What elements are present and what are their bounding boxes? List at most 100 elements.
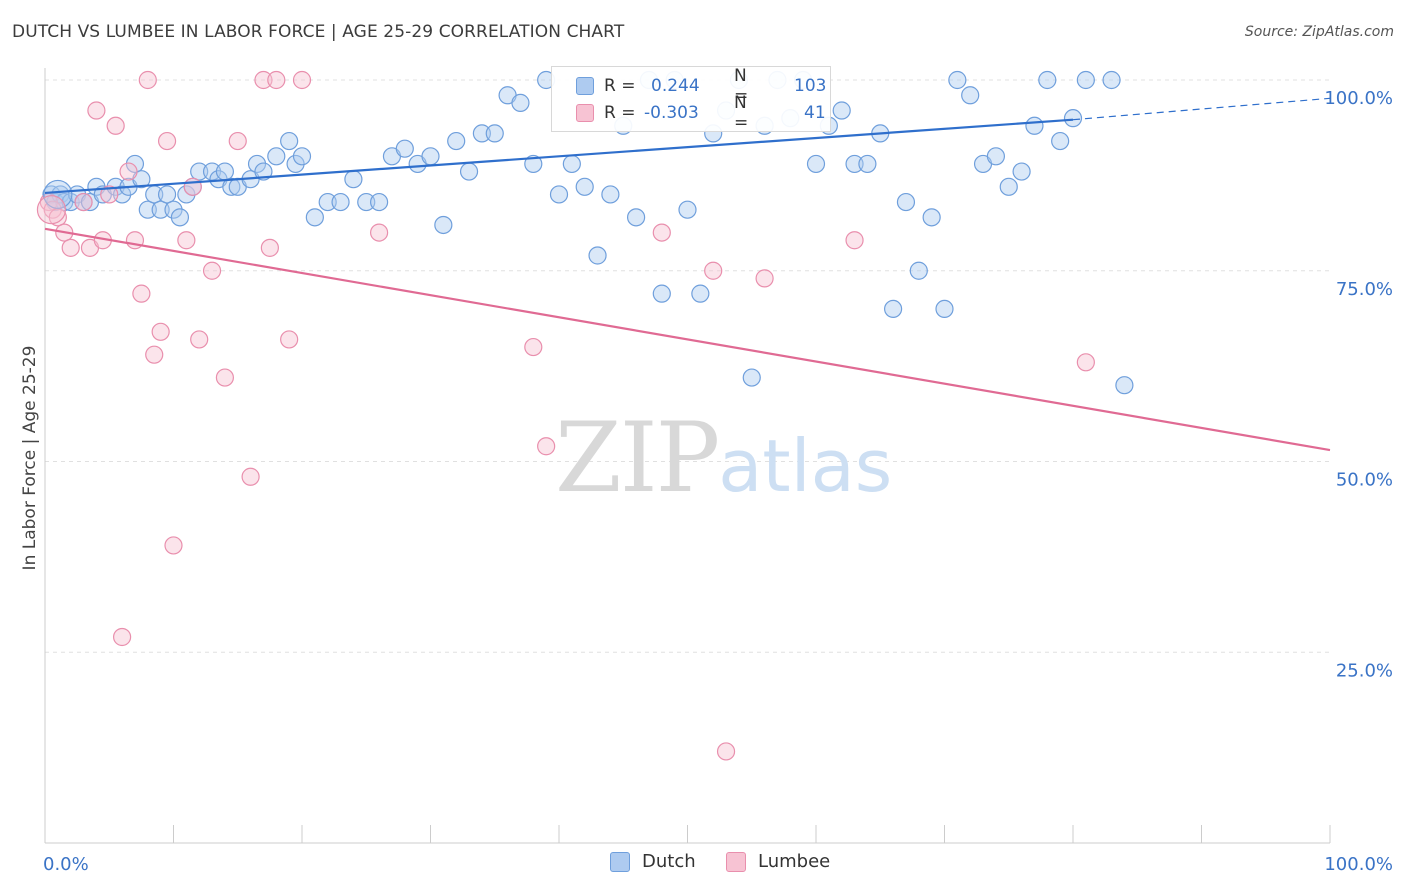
dutch-point: [1076, 70, 1095, 90]
watermark: ZIPatlas: [555, 402, 892, 514]
lumbee-point: [292, 70, 312, 90]
dutch-point: [331, 192, 350, 212]
dutch-point: [472, 124, 491, 143]
dutch-point: [125, 154, 145, 174]
lumbee-point: [260, 238, 279, 257]
lumbee-swatch: [576, 104, 594, 122]
dutch-point: [1051, 131, 1070, 151]
dutch-point: [247, 154, 267, 174]
dutch-point: [524, 154, 543, 174]
lumbee-point: [254, 70, 273, 90]
lumbee-point: [845, 231, 864, 250]
y-tick-label: 50.0%: [1336, 470, 1393, 491]
chart-title: DUTCH VS LUMBEE IN LABOR FORCE | AGE 25-…: [12, 22, 625, 42]
dutch-point: [1102, 70, 1121, 90]
dutch-point: [678, 200, 697, 219]
dutch-point: [1038, 70, 1057, 90]
dutch-point: [267, 147, 286, 166]
dutch-point: [421, 147, 440, 166]
dutch-point: [215, 162, 234, 181]
lumbee-point: [280, 330, 299, 349]
label-layer: 25.0% 50.0% 75.0% 100.0% 0.0% 100.0% In Labor …: [20, 88, 1393, 875]
dutch-point: [922, 208, 941, 227]
lumbee-point: [61, 238, 80, 257]
legend-item-lumbee[interactable]: Lumbee: [726, 851, 830, 872]
lumbee-point: [190, 330, 209, 349]
dutch-point: [691, 284, 710, 303]
lumbee-point: [370, 223, 389, 242]
legend-label-dutch: Dutch: [642, 851, 696, 872]
dutch-point: [177, 185, 196, 204]
lumbee-point: [202, 261, 222, 280]
stats-row-dutch: R = 0.244 N = 103: [576, 66, 826, 106]
dutch-point: [549, 185, 569, 204]
dutch-trend-extension: [1072, 97, 1331, 121]
dutch-point: [280, 131, 299, 151]
dutch-point: [447, 131, 466, 151]
dutch-point: [395, 139, 414, 158]
dutch-point: [1063, 109, 1083, 128]
dutch-point: [151, 200, 170, 219]
dutch-point: [883, 299, 903, 318]
lumbee-point: [704, 261, 723, 280]
dutch-point: [1115, 376, 1134, 395]
lumbee-point: [716, 742, 736, 761]
dutch-point: [986, 147, 1006, 166]
dutch-point: [170, 208, 190, 227]
dutch-legend-swatch: [610, 851, 630, 872]
lumbee-point: [215, 368, 234, 387]
legend-item-dutch[interactable]: Dutch: [610, 851, 696, 872]
dutch-point: [286, 154, 305, 174]
dutch-point: [370, 192, 389, 212]
dutch-point: [485, 124, 504, 143]
dutch-point: [806, 154, 826, 174]
lumbee-point: [151, 322, 170, 341]
dutch-point: [222, 177, 241, 196]
lumbee-point: [241, 467, 260, 486]
dutch-point: [742, 368, 761, 387]
y-tick-label: 100.0%: [1324, 88, 1393, 109]
dutch-point: [305, 208, 324, 227]
lumbee-point: [228, 131, 247, 151]
y-tick-label: 25.0%: [1336, 660, 1393, 681]
dutch-point: [459, 162, 479, 181]
stats-row-lumbee: R = -0.303 N = 41: [576, 93, 826, 133]
dutch-point: [1025, 116, 1044, 135]
dutch-point: [652, 284, 671, 303]
dutch-point: [190, 162, 209, 181]
lumbee-point: [106, 116, 125, 135]
dutch-point: [292, 147, 312, 166]
lumbee-point: [132, 284, 151, 303]
legend-label-lumbee: Lumbee: [758, 851, 831, 872]
dutch-point: [254, 162, 273, 181]
dutch-point: [909, 261, 928, 280]
lumbee-point: [87, 101, 106, 120]
dutch-point: [562, 154, 581, 174]
dutch-point: [112, 185, 132, 204]
dutch-point: [61, 192, 80, 212]
points-layer: [36, 70, 1134, 761]
lumbee-point: [1076, 353, 1095, 372]
dutch-point: [601, 185, 620, 204]
x-tick-label: 100.0%: [1324, 854, 1393, 875]
dutch-trend-line: [44, 118, 1074, 195]
lumbee-point: [36, 195, 67, 225]
source-label: Source: ZipAtlas.com: [1244, 24, 1394, 40]
dutch-point: [511, 93, 530, 112]
dutch-point: [434, 215, 453, 235]
lumbee-point: [537, 437, 556, 456]
dutch-point: [588, 246, 607, 265]
lumbee-point: [157, 131, 177, 151]
lumbee-legend-swatch: [726, 851, 746, 872]
dutch-point: [948, 70, 967, 90]
dutch-point: [961, 86, 980, 105]
dutch-point: [935, 299, 954, 318]
grid-layer: [45, 79, 1330, 653]
n-value: 103: [794, 76, 827, 96]
lumbee-point: [100, 185, 119, 204]
dutch-point: [999, 177, 1018, 196]
r-label: R =: [604, 76, 636, 96]
watermark-zip: ZIP: [555, 402, 720, 514]
dutch-point: [845, 154, 864, 174]
